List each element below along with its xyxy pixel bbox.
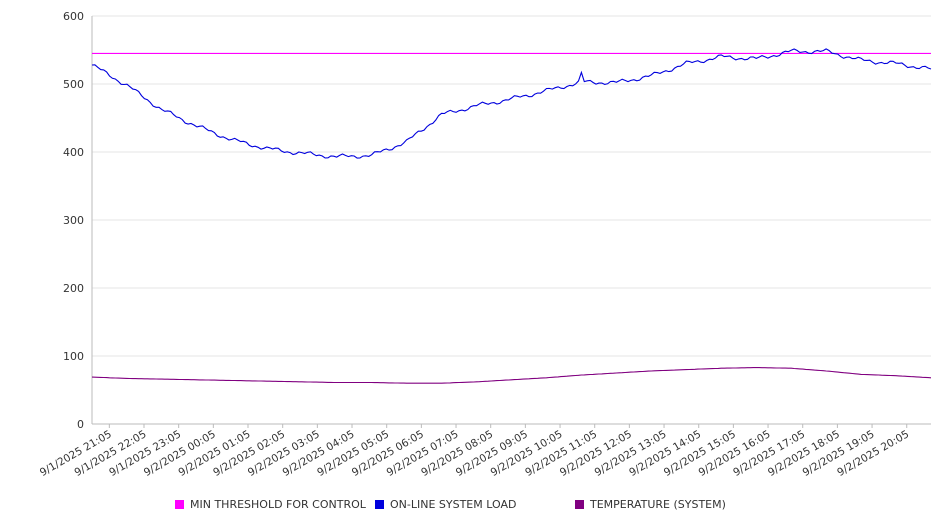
- series-line-1: [91, 48, 932, 159]
- legend-swatch-temperature: [575, 500, 584, 509]
- y-tick-label: 400: [63, 146, 84, 159]
- y-tick-label: 600: [63, 10, 84, 23]
- legend-label-temperature: TEMPERATURE (SYSTEM): [590, 498, 726, 511]
- legend: MIN THRESHOLD FOR CONTROL ON-LINE SYSTEM…: [0, 498, 946, 514]
- legend-item-load: ON-LINE SYSTEM LOAD: [375, 498, 516, 511]
- gridlines: [92, 15, 931, 425]
- x-axis: 9/1/2025 21:059/1/2025 22:059/1/2025 23:…: [38, 423, 931, 479]
- series-lines: [91, 48, 932, 384]
- y-tick-label: 0: [77, 418, 84, 431]
- legend-item-threshold: MIN THRESHOLD FOR CONTROL: [175, 498, 366, 511]
- y-tick-label: 100: [63, 350, 84, 363]
- y-tick-label: 300: [63, 214, 84, 227]
- legend-item-temperature: TEMPERATURE (SYSTEM): [575, 498, 726, 511]
- y-tick-label: 500: [63, 78, 84, 91]
- y-axis: 0 100 200 300 400 500 600: [63, 10, 93, 431]
- y-tick-label: 200: [63, 282, 84, 295]
- legend-label-load: ON-LINE SYSTEM LOAD: [390, 498, 517, 511]
- legend-label-threshold: MIN THRESHOLD FOR CONTROL: [190, 498, 366, 511]
- legend-swatch-threshold: [175, 500, 184, 509]
- legend-swatch-load: [375, 500, 384, 509]
- series-line-2: [91, 367, 932, 384]
